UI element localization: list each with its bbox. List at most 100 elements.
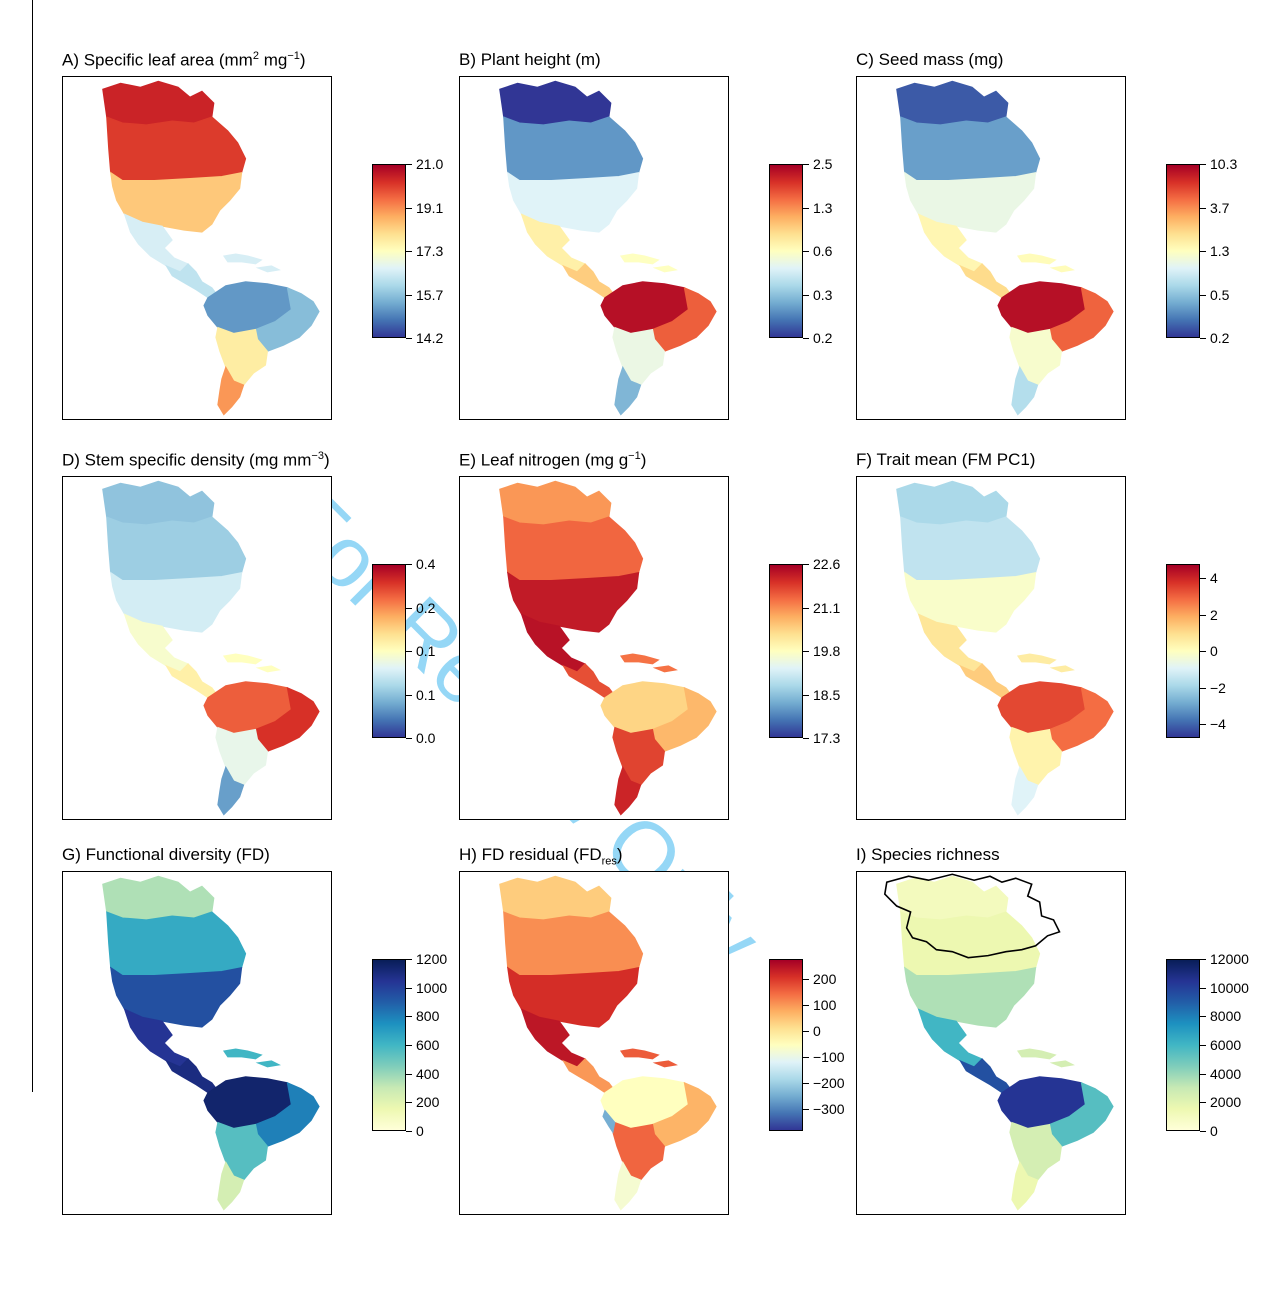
- region-southern-sa: [215, 726, 268, 786]
- region-arctic: [896, 480, 1009, 526]
- region-arctic: [896, 80, 1009, 126]
- colorbar-tick: [803, 738, 809, 739]
- panel-c-map-svg: [896, 80, 1114, 416]
- colorbar-tick: [1200, 614, 1206, 616]
- colorbar-tick-label: 14.2: [416, 330, 444, 346]
- title-title-sub: res: [601, 855, 617, 868]
- colorbar-tick: [1200, 1016, 1206, 1018]
- colorbar-tick: [803, 294, 809, 296]
- colorbar-tick: [803, 694, 809, 696]
- colorbar-tick: [803, 1083, 809, 1084]
- colorbar-tick: [1200, 1102, 1206, 1104]
- region-temperate: [109, 171, 243, 233]
- colorbar-tick-label: 0.6: [813, 243, 833, 259]
- colorbar-tick: [406, 738, 412, 739]
- colorbar-tick: [803, 1005, 809, 1006]
- region-boreal: [900, 516, 1041, 581]
- colorbar-tick-label: 21.1: [813, 599, 841, 616]
- region-boreal: [900, 911, 1041, 976]
- colorbar-tick-label: 0: [813, 1023, 821, 1039]
- region-arctic: [499, 875, 612, 921]
- colorbar-tick-label: 10000: [1210, 979, 1249, 996]
- title-title-sup1: −3: [311, 450, 324, 462]
- region-patagonia: [217, 765, 245, 816]
- colorbar-tick-label: 21.0: [416, 156, 444, 172]
- colorbar-tick: [1200, 338, 1206, 339]
- colorbar-tick: [1200, 724, 1206, 725]
- colorbar-tick: [1200, 251, 1206, 252]
- colorbar-tick-label: 4: [1210, 570, 1218, 586]
- title-title-sup1: −1: [628, 450, 641, 462]
- panel-g-map-svg: [102, 875, 320, 1211]
- colorbar-tick: [1200, 578, 1206, 579]
- colorbar-tick-label: −200: [813, 1075, 845, 1091]
- panel-i-map: [856, 871, 1126, 1215]
- colorbar-tick: [406, 294, 412, 296]
- colorbar-tick-label: 200: [416, 1094, 440, 1111]
- colorbar-tick-label: 0.1: [416, 643, 436, 659]
- region-arctic: [102, 875, 215, 921]
- colorbar-tick-label: 22.6: [813, 556, 841, 572]
- colorbar-tick: [406, 959, 412, 960]
- colorbar-tick: [803, 338, 809, 339]
- colorbar-tick-label: 2.5: [813, 156, 833, 172]
- colorbar-tick-label: −4: [1210, 716, 1226, 732]
- panel-i-title: I) Species richness: [856, 845, 1000, 865]
- region-brazil-east: [254, 286, 320, 352]
- region-central-america: [165, 263, 219, 299]
- panel-f-title: F) Trait mean (FM PC1): [856, 450, 1035, 470]
- colorbar-tick-label: 100: [813, 997, 837, 1013]
- panel-d-map-svg: [102, 480, 320, 816]
- panel-a-title: A) Specific leaf area (mm2 mg−1): [62, 50, 306, 71]
- colorbar-tick: [803, 607, 809, 609]
- region-temperate: [903, 966, 1037, 1028]
- region-central-america: [562, 1058, 616, 1094]
- colorbar-tick-label: 0: [1210, 1123, 1218, 1139]
- colorbar: [1166, 164, 1200, 338]
- region-southern-sa: [612, 326, 665, 386]
- colorbar-tick: [803, 651, 809, 652]
- colorbar-tick: [803, 1031, 809, 1032]
- colorbar-tick-label: −2: [1210, 679, 1226, 696]
- region-boreal: [503, 911, 644, 976]
- colorbar-tick: [1200, 294, 1206, 296]
- region-temperate: [109, 571, 243, 633]
- title-title-sup1: 2: [252, 50, 259, 62]
- title-title-mid: mg: [258, 50, 288, 70]
- panel-d-title: D) Stem specific density (mg mm−3): [62, 450, 330, 471]
- title-title-prefix: F) Trait mean (FM PC1): [856, 450, 1036, 469]
- colorbar: [372, 564, 406, 738]
- colorbar-tick: [406, 207, 412, 209]
- colorbar-tick-label: 0.4: [416, 556, 436, 572]
- panel-c-title: C) Seed mass (mg): [856, 50, 1003, 70]
- region-arctic: [499, 80, 612, 126]
- colorbar-tick-label: 0.1: [416, 686, 436, 703]
- region-southern-sa: [1009, 726, 1062, 786]
- panel-g: G) Functional diversity (FD) 1200 1000 800 6…: [62, 845, 462, 1245]
- region-boreal: [900, 116, 1041, 181]
- region-southern-sa: [1009, 1121, 1062, 1181]
- colorbar-tick: [406, 164, 412, 165]
- region-brazil-east: [1048, 286, 1114, 352]
- region-patagonia: [1011, 1160, 1039, 1211]
- panel-f: F) Trait mean (FM PC1) 4 2 0 −2 −4: [856, 450, 1256, 850]
- colorbar: [769, 959, 803, 1131]
- region-patagonia: [1011, 365, 1039, 416]
- panel-f-map: [856, 476, 1126, 820]
- colorbar: [769, 164, 803, 338]
- region-central-america: [165, 663, 219, 699]
- colorbar-tick: [406, 1102, 412, 1104]
- panel-b-title: B) Plant height (m): [459, 50, 601, 70]
- region-boreal: [106, 116, 247, 181]
- panel-c: C) Seed mass (mg) 10.3 3.7 1.3 0.5 0.2: [856, 50, 1256, 450]
- title-title-suffix: ): [299, 50, 306, 70]
- colorbar: [372, 164, 406, 338]
- colorbar-tick-label: 19.8: [813, 643, 841, 659]
- colorbar-tick: [803, 207, 809, 209]
- region-patagonia: [217, 365, 245, 416]
- colorbar-tick-label: 0.5: [1210, 286, 1230, 303]
- colorbar-tick-label: 0: [1210, 643, 1218, 659]
- region-brazil-east: [254, 686, 320, 752]
- colorbar-tick: [803, 251, 809, 252]
- region-southern-sa: [612, 726, 665, 786]
